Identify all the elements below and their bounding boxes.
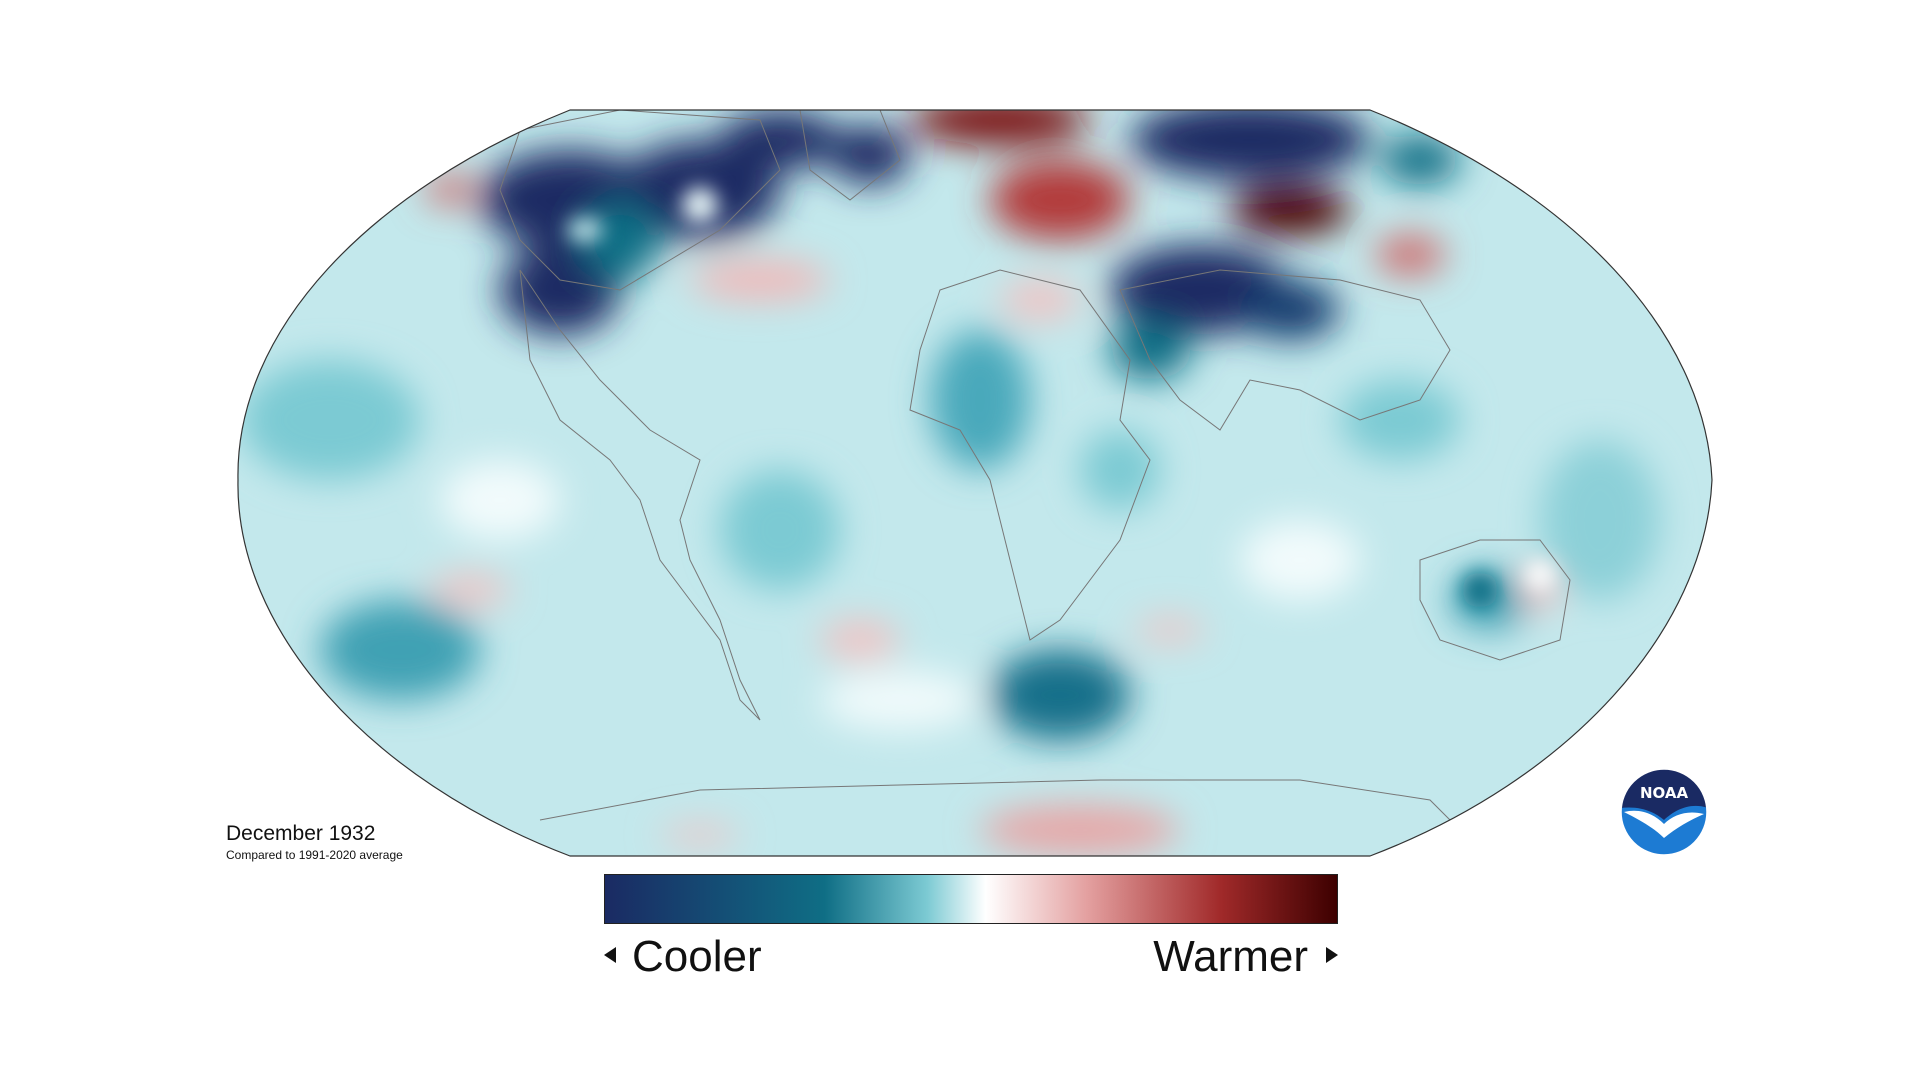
map-frame [237,109,1713,857]
map-subtitle: Compared to 1991-2020 average [226,848,403,862]
arrow-left-icon [604,947,616,964]
map-title: December 1932 [226,822,376,845]
legend-low-label: Cooler [632,932,762,981]
anomaly-field [237,110,1713,856]
legend-high-label: Warmer [1153,932,1308,981]
arrow-right-icon [1326,947,1338,964]
legend-low: Cooler [604,931,762,983]
color-scale-bar [604,874,1338,924]
logo-text: NOAA [1640,784,1689,802]
coastlines [499,110,1571,831]
noaa-logo-icon: NOAA [1620,768,1708,856]
legend-high: Warmer [1153,931,1338,983]
